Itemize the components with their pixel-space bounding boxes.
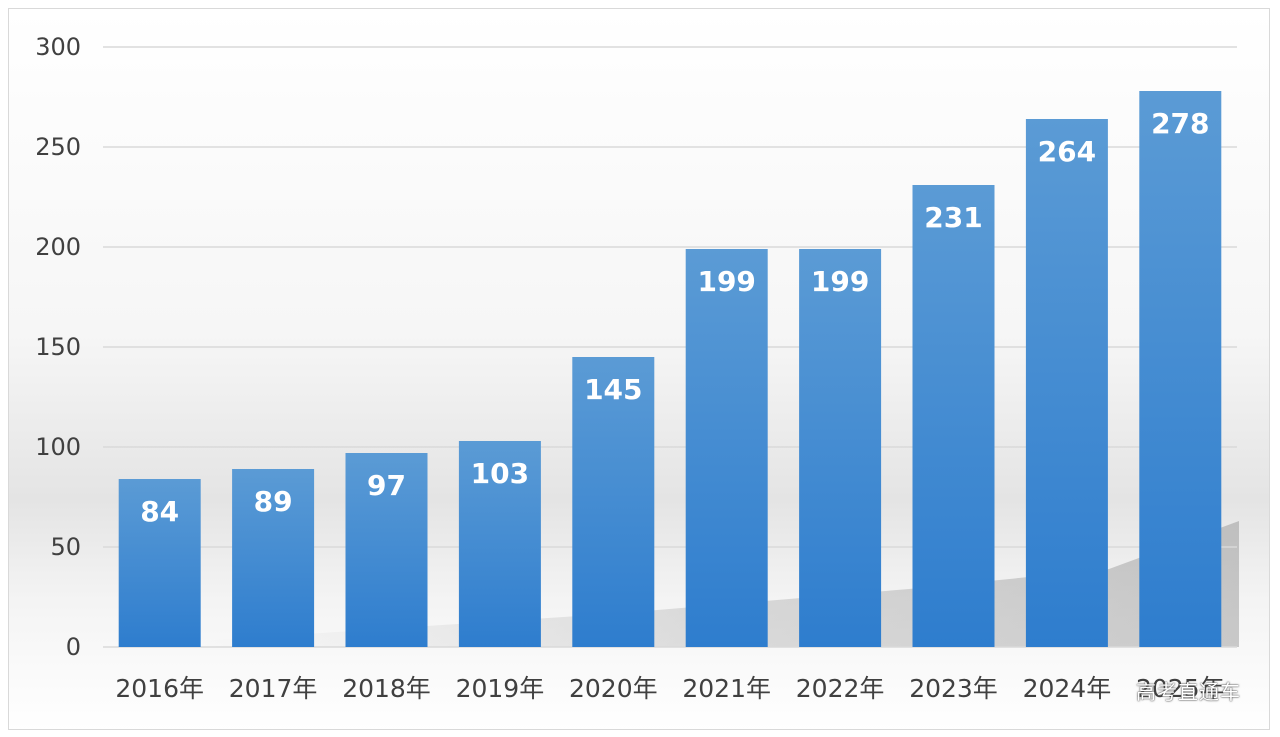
bar-2: [345, 453, 428, 647]
data-label: 278: [1151, 107, 1209, 140]
x-category-label: 2016年: [115, 674, 204, 703]
data-label: 145: [584, 373, 642, 406]
data-label: 103: [471, 457, 529, 490]
x-category-label: 2021年: [682, 674, 771, 703]
y-tick-label: 0: [66, 633, 81, 661]
bar-9: [1139, 91, 1222, 647]
data-label: 199: [697, 265, 755, 298]
watermark-text: 高考直通车: [1136, 680, 1241, 704]
x-category-label: 2022年: [796, 674, 885, 703]
x-category-label: 2019年: [456, 674, 545, 703]
y-tick-label: 50: [50, 533, 81, 561]
data-labels: 84 89 97 103 145 199 199 231 264 278: [140, 107, 1209, 528]
y-tick-label: 300: [35, 33, 81, 61]
bar-0: [118, 479, 201, 647]
bar-chart: 84 89 97 103 145 199 199 231 264 278 0 50 100 150 200…: [9, 9, 1269, 729]
x-category-label: 2018年: [342, 674, 431, 703]
axis-labels: 0 50 100 150 200 250 300 2016年 2017年 2018年 2019年 20…: [35, 33, 1224, 703]
bar-6: [799, 249, 882, 647]
x-category-label: 2024年: [1023, 674, 1112, 703]
bar-1: [232, 469, 315, 647]
y-tick-label: 150: [35, 333, 81, 361]
y-tick-label: 200: [35, 233, 81, 261]
x-category-label: 2023年: [909, 674, 998, 703]
bar-3: [458, 441, 541, 647]
y-tick-label: 250: [35, 133, 81, 161]
data-label: 264: [1038, 135, 1096, 168]
y-tick-label: 100: [35, 433, 81, 461]
data-label: 97: [367, 469, 406, 502]
x-category-label: 2020年: [569, 674, 658, 703]
bar-5: [685, 249, 768, 647]
bar-8: [1025, 119, 1108, 647]
data-label: 89: [254, 485, 293, 518]
x-category-label: 2017年: [229, 674, 318, 703]
chart-frame: 84 89 97 103 145 199 199 231 264 278 0 50 100 150 200…: [8, 8, 1270, 730]
x-category-label: 2025年: [1136, 674, 1225, 703]
bars: [118, 91, 1222, 647]
data-label: 84: [140, 495, 179, 528]
data-label: 231: [924, 201, 982, 234]
bar-4: [572, 357, 655, 647]
data-label: 199: [811, 265, 869, 298]
bar-7: [912, 185, 995, 647]
